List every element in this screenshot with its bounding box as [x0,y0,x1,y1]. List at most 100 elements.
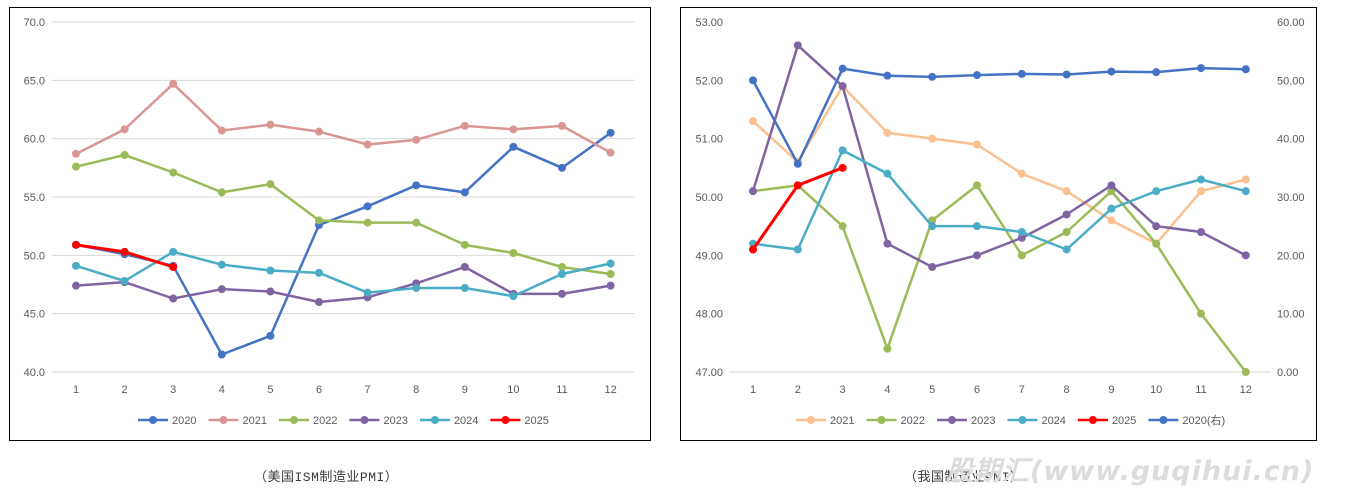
data-point-2024 [973,222,981,231]
data-point-2024 [217,260,226,269]
china-pmi-chart-panel: 47.00 48.00 49.00 50.00 51.00 52.00 53.00 0.00 1… [680,7,1317,441]
x-tick-label: 12 [1240,384,1252,396]
data-point-2024 [72,261,80,270]
x-tick-label: 2 [122,384,128,396]
y-tick-label: 60.0 [24,134,45,146]
us-ism-pmi-chart-panel: 40.0 45.0 50.0 55.0 60.0 65.0 70.0 1 2 3 4 5 6 7 8 9 10 1… [9,7,651,441]
china-pmi-chart: 47.00 48.00 49.00 50.00 51.00 52.00 53.00 0.00 1… [695,17,1305,427]
series-line-2023 [75,265,611,304]
data-point-2023 [1062,210,1071,219]
data-point-2024 [1197,175,1205,184]
x-tick-label: 4 [219,384,225,396]
x-tick-label: 12 [604,384,616,396]
data-point-2025 [169,263,178,271]
y-tick-label: 49.00 [695,250,723,262]
legend-marker-2023 [360,416,369,424]
y-tick-label: 50.0 [24,250,45,262]
x-tick-label: 11 [1195,384,1206,396]
data-point-2021 [363,140,372,149]
caption-china-pmi: （我国制造业PMI） [904,470,1024,485]
y-tick-label: 53.00 [695,17,723,29]
data-point-2020 [606,128,615,137]
y-tick-label: 51.00 [695,134,723,146]
data-point-2024 [838,146,847,155]
legend-label-2022: 2022 [313,415,337,427]
legend-label-2020: 2020(右) [1182,413,1225,427]
legend-marker-2020 [149,416,157,424]
x-tick-label: 9 [462,384,468,396]
data-point-2023 [606,281,615,290]
x-tick-label: 6 [974,384,980,396]
data-point-2021 [412,135,421,144]
us-ism-pmi-chart: 40.045.050.055.060.065.070.01 2 3 4 5 6 7 8 9 10 1… [24,17,635,427]
x-tick-label: 10 [507,384,519,396]
data-point-2025 [793,181,802,190]
data-point-2024 [266,266,275,275]
y2-tick-label: 40.00 [1277,134,1305,146]
data-point-2020 [749,76,757,85]
data-point-2025 [72,240,80,249]
data-point-2024 [1152,187,1161,196]
data-point-2021 [973,140,981,149]
data-point-2021 [749,117,757,126]
data-point-2024 [509,292,518,301]
legend-label-2023: 2023 [971,415,995,427]
data-point-2023 [1017,233,1026,242]
data-point-2024 [558,270,566,278]
data-point-2024 [460,284,469,292]
data-point-2021 [266,120,275,129]
legend-marker-2023 [947,416,956,424]
data-point-2023 [72,281,80,290]
y-tick-label: 50.00 [695,192,723,204]
x-tick-label: 4 [884,384,890,396]
y2-tick-label: 10.00 [1277,309,1305,321]
data-point-2022 [509,249,518,257]
x-tick-label: 8 [1064,384,1070,396]
series-line-2022 [752,184,1247,373]
series-line-2024 [75,250,611,298]
data-point-2024 [412,284,421,292]
series-line-2020 [751,66,1246,165]
data-point-2024 [793,245,802,254]
x-tick-label: 6 [316,384,322,396]
x-tick-label: 7 [365,384,371,396]
data-point-2022 [883,344,892,353]
data-point-2024 [928,222,937,231]
series-line-2024 [752,149,1247,251]
data-point-2024 [1017,228,1026,236]
data-point-2023 [838,82,847,91]
legend-marker-2022 [289,416,298,424]
x-tick-label: 8 [413,384,419,396]
x-tick-label: 1 [750,384,756,396]
data-point-2022 [120,151,129,159]
y-tick-label: 55.0 [24,192,45,204]
legend-marker-2021 [219,416,228,424]
data-point-2022 [266,180,275,189]
data-point-2023 [1107,181,1116,190]
data-point-2020 [412,181,421,190]
data-point-2022 [838,222,847,231]
data-point-2020 [973,71,981,80]
legend-marker-2024 [430,416,439,424]
series-line-2021 [752,84,1247,245]
x-tick-label: 3 [840,384,846,396]
data-point-2021 [1197,187,1205,196]
y-tick-label: 52.00 [695,75,723,87]
data-point-2024 [606,259,615,268]
data-point-2021 [315,127,323,136]
data-point-2021 [460,121,469,130]
legend-label-2024: 2024 [1041,415,1065,427]
data-point-2025 [120,247,129,256]
data-point-2020 [883,71,892,80]
data-point-2020 [1062,70,1071,79]
caption-us-ism-pmi: （美国ISM制造业PMI） [254,470,399,485]
data-point-2021 [217,126,226,135]
legend-label-2023: 2023 [383,415,407,427]
data-point-2021 [72,149,80,158]
data-point-2022 [1152,239,1161,248]
data-point-2022 [460,240,469,249]
data-point-2022 [1107,187,1116,196]
data-point-2021 [1241,175,1250,184]
data-point-2024 [363,288,372,297]
data-point-2020 [1241,65,1250,74]
